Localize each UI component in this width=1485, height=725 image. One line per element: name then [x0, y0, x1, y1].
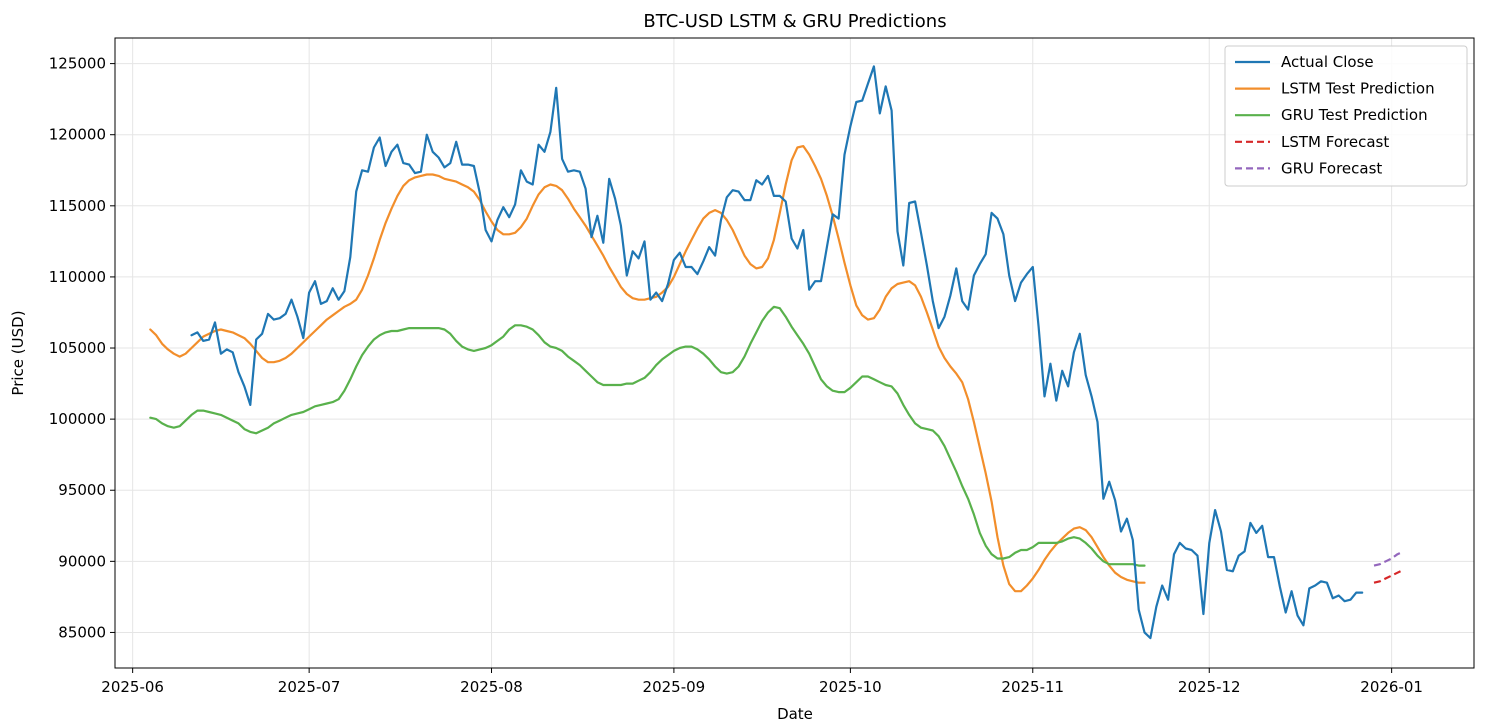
x-tick-label: 2025-11	[1001, 678, 1064, 696]
legend-label-actual-close: Actual Close	[1281, 53, 1374, 71]
y-tick-label: 110000	[49, 268, 106, 286]
x-tick-label: 2025-09	[643, 678, 706, 696]
x-tick-label: 2025-06	[101, 678, 164, 696]
gru-forecast-line	[1373, 550, 1404, 567]
x-axis-label: Date	[777, 705, 813, 723]
series-layer	[149, 65, 1404, 640]
x-tick-label: 2026-01	[1360, 678, 1423, 696]
legend-label-lstm-forecast: LSTM Forecast	[1281, 133, 1389, 151]
y-tick-label: 120000	[49, 126, 106, 144]
legend-label-lstm-test-prediction: LSTM Test Prediction	[1281, 80, 1435, 98]
legend-label-gru-test-prediction: GRU Test Prediction	[1281, 106, 1428, 124]
lstm-forecast-line	[1373, 568, 1404, 584]
gru-test-prediction-line	[149, 305, 1146, 567]
y-tick-label: 90000	[58, 552, 106, 570]
legend-box	[1224, 45, 1468, 187]
x-tick-label: 2025-12	[1178, 678, 1241, 696]
y-tick-label: 105000	[49, 339, 106, 357]
actual-close-line	[190, 65, 1364, 640]
legend-label-gru-forecast: GRU Forecast	[1281, 159, 1382, 177]
x-tick-label: 2025-10	[819, 678, 882, 696]
y-tick-label: 115000	[49, 197, 106, 215]
x-tick-label: 2025-08	[460, 678, 523, 696]
y-tick-label: 95000	[58, 481, 106, 499]
chart-title: BTC-USD LSTM & GRU Predictions	[643, 11, 946, 32]
y-axis: 85000 90000 95000 100000 105000 110000 115000 1…	[49, 55, 115, 641]
lstm-test-prediction-line	[149, 145, 1146, 593]
plot-frame	[114, 37, 1475, 669]
legend: Actual Close LSTM Test Prediction GRU Test…	[1224, 45, 1468, 187]
y-tick-label: 85000	[58, 623, 106, 641]
x-tick-label: 2025-07	[278, 678, 341, 696]
y-axis-label: Price (USD)	[9, 310, 27, 395]
x-axis: 2025-06 2025-07 2025-08 2025-09 2025-10 2025-…	[101, 668, 1423, 696]
y-tick-label: 125000	[49, 55, 106, 73]
y-tick-label: 100000	[49, 410, 106, 428]
